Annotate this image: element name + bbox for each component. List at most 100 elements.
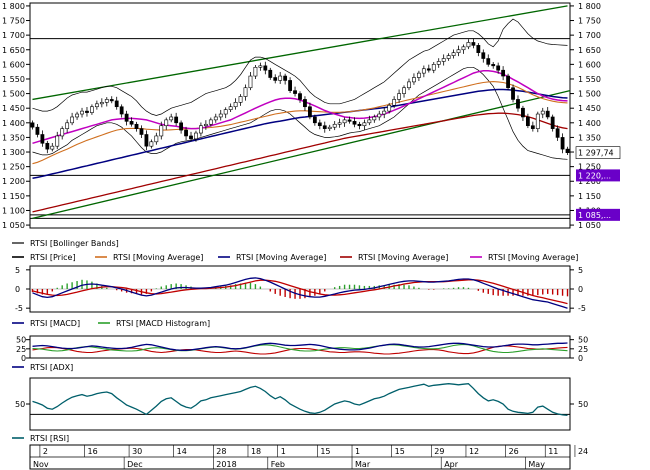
candle-body bbox=[164, 119, 169, 127]
candle-body bbox=[134, 123, 139, 129]
price-axis-label-right: 1 750 bbox=[578, 17, 601, 26]
candle-body bbox=[362, 122, 367, 127]
candle-body bbox=[40, 134, 45, 144]
candle-body bbox=[535, 113, 540, 129]
candle-body bbox=[184, 129, 188, 137]
macd-axis-label-right: 5 bbox=[578, 266, 583, 275]
candle-body bbox=[481, 52, 486, 59]
rsi-axis-label-right: 50 bbox=[578, 400, 588, 409]
candle-body bbox=[243, 87, 248, 97]
moving-average-3-line bbox=[32, 88, 568, 180]
candle-body bbox=[104, 99, 109, 103]
legend-label: RTSI [ADX] bbox=[30, 363, 73, 372]
candle-body bbox=[109, 99, 114, 102]
day-tick-label: 26 bbox=[509, 447, 519, 456]
candle-body bbox=[312, 116, 317, 124]
candle-body bbox=[194, 132, 198, 140]
adx-axis-label-left: 25 bbox=[16, 345, 26, 354]
day-tick-label: 24 bbox=[578, 447, 588, 456]
candle-body bbox=[461, 46, 466, 51]
day-tick-label: 2 bbox=[43, 447, 48, 456]
candle-body bbox=[441, 58, 446, 62]
macd-line bbox=[32, 277, 568, 309]
price-axis-label-right: 1 600 bbox=[578, 60, 601, 69]
candle-body bbox=[129, 121, 134, 125]
candle-body bbox=[525, 116, 530, 127]
candle-body bbox=[223, 109, 228, 115]
candle-body bbox=[357, 123, 362, 127]
candle-body bbox=[75, 113, 79, 118]
last-price-box bbox=[575, 146, 621, 159]
trend-channel-line bbox=[32, 90, 571, 219]
month-label: Nov bbox=[33, 460, 49, 469]
candle-body bbox=[332, 123, 337, 128]
adx-axis-label-right: 50 bbox=[578, 336, 588, 345]
candle-body bbox=[402, 87, 406, 94]
candle-body bbox=[213, 116, 218, 121]
day-tick-label: 28 bbox=[216, 447, 226, 456]
moving-average-4-line bbox=[32, 112, 568, 213]
candle-body bbox=[119, 106, 124, 115]
day-tick-label: 15 bbox=[395, 447, 405, 456]
level-price-badge: 1 085,... bbox=[576, 208, 620, 221]
candle-body bbox=[154, 135, 159, 143]
candle-body bbox=[372, 116, 377, 121]
candle-body bbox=[30, 122, 35, 128]
trend-channel-line bbox=[32, 5, 568, 101]
candle-body bbox=[169, 116, 174, 121]
candle-body bbox=[486, 58, 491, 65]
legend-label: RTSI [Moving Average] bbox=[358, 253, 448, 262]
candle-body bbox=[387, 104, 392, 112]
adx-plus-di-line bbox=[32, 343, 568, 354]
macd-axis-label-left: 0 bbox=[15, 285, 20, 294]
candle-body bbox=[392, 99, 397, 106]
macd-axis-label-right: -5 bbox=[578, 304, 586, 313]
candle-body bbox=[65, 122, 70, 129]
rsi-axis-label-left: 50 bbox=[15, 400, 25, 409]
candle-body bbox=[530, 125, 535, 129]
candle-body bbox=[199, 125, 203, 134]
candle-body bbox=[303, 99, 307, 108]
price-axis-label-left: 1 250 bbox=[2, 163, 25, 172]
candle-body bbox=[55, 135, 60, 147]
candle-body bbox=[555, 128, 560, 138]
candle-body bbox=[203, 123, 208, 127]
candle-body bbox=[521, 107, 525, 118]
candle-body bbox=[94, 103, 99, 108]
candle-body bbox=[545, 110, 550, 118]
candle-body bbox=[253, 66, 258, 77]
candle-body bbox=[397, 93, 401, 100]
price-axis-label-left: 1 550 bbox=[2, 75, 25, 84]
candle-body bbox=[189, 135, 193, 140]
price-axis-label-left: 1 800 bbox=[2, 2, 25, 11]
adx-axis-label-left: 0 bbox=[21, 354, 26, 363]
macd-axis-label-left: -5 bbox=[15, 304, 23, 313]
candle-body bbox=[491, 64, 496, 67]
adx-axis-label-right: 0 bbox=[578, 354, 583, 363]
candle-body bbox=[367, 119, 372, 124]
candle-body bbox=[238, 96, 243, 103]
level-price-badge-bg bbox=[576, 169, 620, 182]
level-price-badge: 1 220,... bbox=[576, 169, 620, 182]
candle-body bbox=[293, 90, 297, 94]
candle-body bbox=[144, 134, 149, 147]
month-label: May bbox=[528, 460, 545, 469]
candle-body bbox=[317, 122, 322, 127]
price-panel-frame bbox=[29, 2, 571, 229]
last-price-label: 1 297,74 bbox=[578, 149, 614, 158]
candle-body bbox=[114, 100, 119, 108]
price-axis-label-left: 1 650 bbox=[2, 46, 25, 55]
candle-body bbox=[342, 119, 347, 124]
price-axis-label-left: 1 500 bbox=[2, 90, 25, 99]
candle-body bbox=[60, 128, 65, 137]
adx-axis-label-left: 50 bbox=[16, 336, 26, 345]
candle-body bbox=[50, 145, 55, 150]
price-axis-label-left: 1 350 bbox=[2, 133, 25, 142]
candle-body bbox=[337, 122, 342, 125]
candle-body bbox=[248, 75, 253, 89]
candle-body bbox=[45, 142, 50, 150]
candle-body bbox=[347, 119, 352, 122]
candle-body bbox=[85, 110, 89, 113]
price-axis-label-right: 1 400 bbox=[578, 119, 601, 128]
price-axis-label-right: 1 200 bbox=[578, 177, 601, 186]
